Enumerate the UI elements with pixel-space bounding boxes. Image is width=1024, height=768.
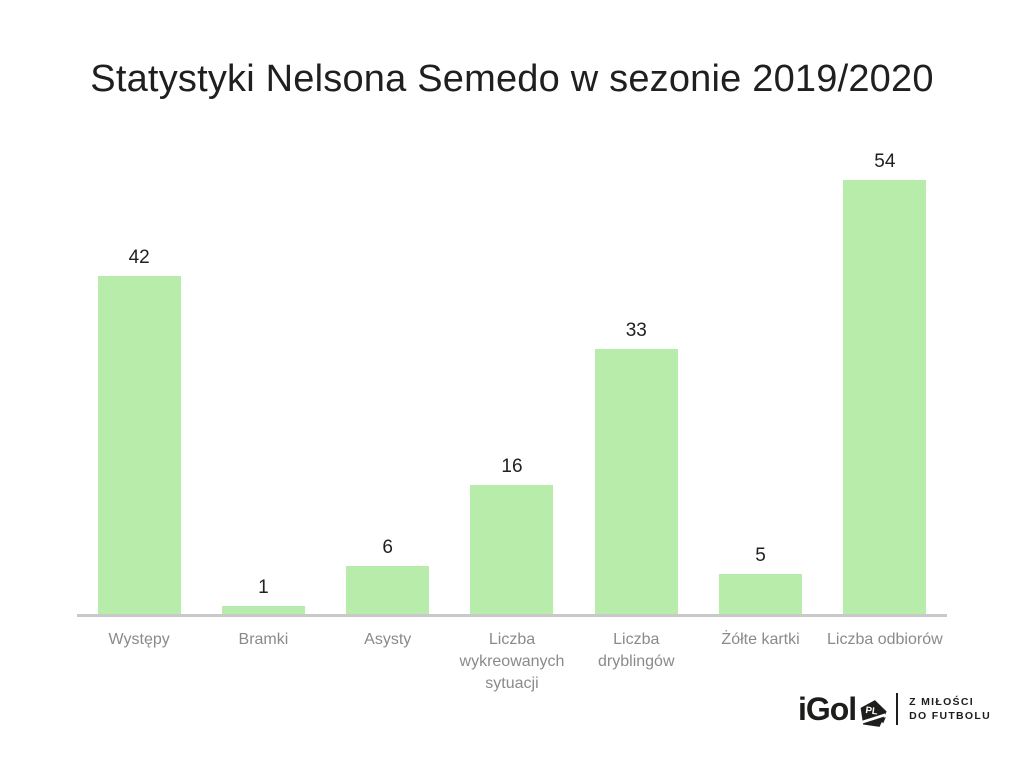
bar-column-2: 6 <box>326 140 450 614</box>
bar-0 <box>97 276 181 614</box>
category-label-5: Żółte kartki <box>721 631 800 648</box>
chart-title: Statystyki Nelsona Semedo w sezonie 2019… <box>90 58 934 100</box>
bar-value-label: 42 <box>128 247 150 268</box>
bar-4 <box>594 349 678 614</box>
category-label-0: Występy <box>108 631 170 648</box>
plot-area: 42 1 6 16 33 5 54 <box>77 140 947 614</box>
x-axis-line <box>77 614 947 617</box>
bar-value-label: 1 <box>258 577 269 598</box>
bar-value-label: 6 <box>382 537 393 558</box>
bar-column-6: 54 <box>823 140 947 614</box>
football-pentagon-icon: PL <box>859 699 887 729</box>
bar-column-3: 16 <box>450 140 574 614</box>
category-label-1: Bramki <box>238 631 289 648</box>
category-label-3: Liczba wykreowanych sytuacji <box>459 631 565 692</box>
logo-brand-text: iGol <box>797 691 857 727</box>
igol-logo: iGol PL Z MIŁOŚCI DO FUTBOLU <box>798 685 991 733</box>
category-label-4: Liczba dryblingów <box>598 631 675 670</box>
bar-column-0: 42 <box>77 140 201 614</box>
logo-tagline: Z MIŁOŚCI DO FUTBOLU <box>909 695 991 723</box>
logo-badge-pl-text: PL <box>865 705 879 718</box>
bar-value-label: 5 <box>755 545 766 566</box>
bar-5 <box>719 574 803 614</box>
bar-column-1: 1 <box>201 140 325 614</box>
logo-tagline-line2: DO FUTBOLU <box>909 710 991 722</box>
bar-value-label: 16 <box>501 456 523 477</box>
bar-1 <box>221 606 305 614</box>
x-axis-labels: Występy Bramki Asysty Liczba wykreowanych s… <box>77 629 947 695</box>
logo-divider <box>896 693 899 725</box>
bar-column-5: 5 <box>698 140 822 614</box>
logo-tagline-line1: Z MIŁOŚCI <box>909 696 974 708</box>
bar-3 <box>470 485 554 614</box>
bar-2 <box>346 566 430 614</box>
bar-column-4: 33 <box>574 140 698 614</box>
bar-value-label: 33 <box>625 320 647 341</box>
bar-6 <box>843 180 927 614</box>
category-label-6: Liczba odbiorów <box>827 631 943 648</box>
category-label-2: Asysty <box>364 631 412 648</box>
bar-value-label: 54 <box>874 151 896 172</box>
